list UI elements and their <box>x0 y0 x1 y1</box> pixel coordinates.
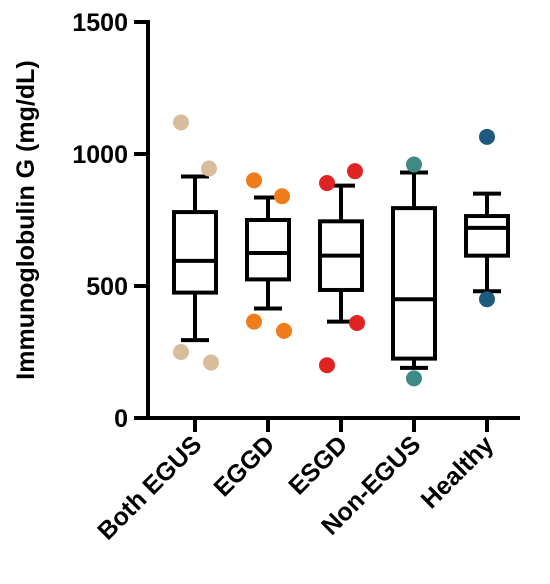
outlier-point <box>319 175 335 192</box>
y-tick-label: 1000 <box>72 141 128 169</box>
outlier-point <box>246 313 262 330</box>
outlier-point <box>276 322 292 339</box>
outlier-points <box>173 114 495 387</box>
iqr-box <box>464 214 510 258</box>
outlier-point <box>406 156 422 173</box>
x-category-label: ESGD <box>283 430 353 500</box>
iqr-box <box>245 218 291 282</box>
box-non-egus <box>391 170 437 370</box>
outlier-point <box>479 291 495 308</box>
outlier-point <box>347 163 363 180</box>
x-category-label: EGGD <box>208 430 280 502</box>
outlier-point <box>406 370 422 387</box>
iqr-box <box>172 210 218 295</box>
x-category-label: Healthy <box>416 430 500 514</box>
y-axis: 0 500 1000 1500 <box>72 9 150 433</box>
outlier-point <box>173 114 189 131</box>
outlier-point <box>173 344 189 360</box>
outlier-point <box>274 188 290 205</box>
box-both-egus <box>172 174 218 343</box>
y-tick-label: 500 <box>86 273 128 301</box>
outlier-point <box>349 314 365 331</box>
outlier-point <box>246 172 262 189</box>
box-plot-series <box>172 170 510 370</box>
outlier-point <box>319 357 335 374</box>
x-category-label: Both EGUS <box>92 430 207 545</box>
iqr-box <box>391 206 437 361</box>
outlier-point <box>479 128 495 145</box>
y-tick-label: 1500 <box>72 9 128 37</box>
y-tick-label: 0 <box>114 405 128 433</box>
outlier-point <box>201 160 217 177</box>
box-healthy <box>464 191 510 294</box>
outlier-point <box>203 354 219 371</box>
y-axis-title: Immunoglobulin G (mg/dL) <box>12 60 40 379</box>
box-eggd <box>245 195 291 311</box>
box-esgd <box>318 183 364 324</box>
